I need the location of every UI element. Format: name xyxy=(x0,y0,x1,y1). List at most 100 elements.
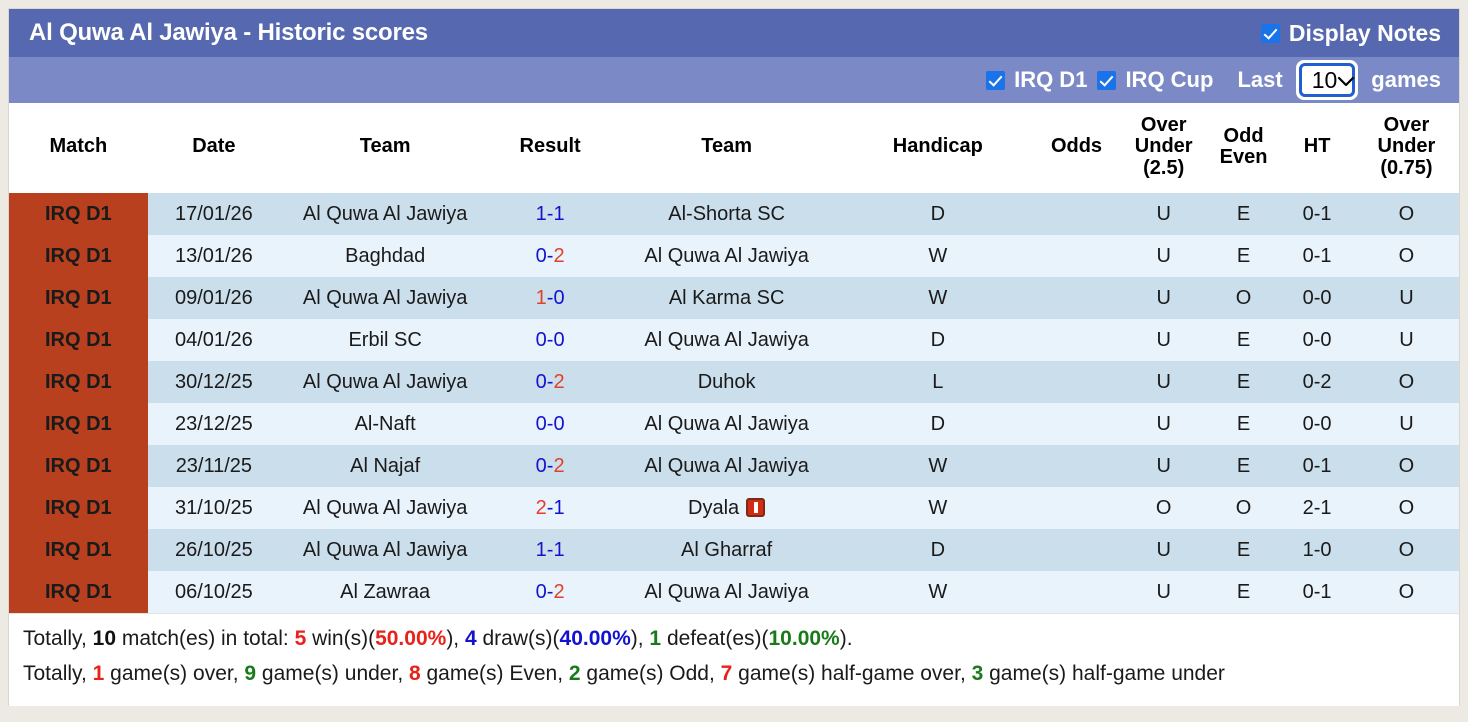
cell-away-team: Al Gharraf xyxy=(610,529,844,572)
cell-over-under-075: O xyxy=(1353,235,1459,278)
irq-d1-checkbox[interactable] xyxy=(986,70,1006,90)
cell-odd-even: O xyxy=(1206,277,1281,320)
cell-league-badge: IRQ D1 xyxy=(9,235,148,278)
display-notes-toggle[interactable]: Display Notes xyxy=(1260,19,1441,47)
cell-over-under-25: U xyxy=(1120,445,1207,488)
cell-handicap-result: D xyxy=(843,319,1033,362)
cell-away-team: Al Quwa Al Jawiya xyxy=(610,445,844,488)
summary-line-goals: Totally, 1 game(s) over, 9 game(s) under… xyxy=(23,662,1225,686)
cell-date: 06/10/25 xyxy=(147,571,281,614)
filter-irq-cup[interactable]: IRQ Cup xyxy=(1097,67,1213,93)
cell-over-under-075: O xyxy=(1353,487,1459,530)
cell-home-team: Al-Naft xyxy=(280,403,491,446)
cell-over-under-25: U xyxy=(1120,319,1207,362)
cell-ht-score: 2-1 xyxy=(1280,487,1354,530)
cell-away-team: Al Quwa Al Jawiya xyxy=(610,571,844,614)
cell-away-team: Al Quwa Al Jawiya xyxy=(610,235,844,278)
ou25-line3: (2.5) xyxy=(1143,156,1185,179)
cell-home-team: Al Zawraa xyxy=(280,571,491,614)
ou075-line1: Over xyxy=(1383,114,1430,136)
cell-league-badge: IRQ D1 xyxy=(9,571,148,614)
cell-over-under-25: U xyxy=(1120,235,1207,278)
cell-result: 1-1 xyxy=(490,193,610,236)
cell-date: 23/12/25 xyxy=(147,403,281,446)
historic-scores-table: Match Date Team Result Team Handicap Odd… xyxy=(9,103,1459,614)
cell-odds xyxy=(1032,571,1121,614)
cell-result: 0-2 xyxy=(490,361,610,404)
cell-home-team: Al Quwa Al Jawiya xyxy=(280,529,491,572)
cell-odd-even: E xyxy=(1206,235,1281,278)
table-row[interactable]: IRQ D1 13/01/26 Baghdad 0-2 Al Quwa Al Jawiy… xyxy=(9,235,1459,278)
oddeven-line2: Even xyxy=(1219,146,1268,169)
summary-footer: Totally, 10 match(es) in total: 5 win(s)… xyxy=(9,613,1459,707)
col-date: Date xyxy=(147,103,281,194)
cell-result: 0-0 xyxy=(490,403,610,446)
oddeven-line1: Odd xyxy=(1223,124,1264,147)
display-notes-label: Display Notes xyxy=(1288,19,1441,46)
historic-scores-card: Al Quwa Al Jawiya - Historic scores Disp… xyxy=(8,8,1460,707)
cell-ht-score: 0-0 xyxy=(1280,277,1354,320)
cell-odd-even: E xyxy=(1206,403,1281,446)
cell-handicap-result: D xyxy=(843,193,1033,236)
table-row[interactable]: IRQ D1 17/01/26 Al Quwa Al Jawiya 1-1 Al-Sho… xyxy=(9,193,1459,236)
cell-ht-score: 0-0 xyxy=(1280,403,1354,446)
display-notes-checkbox[interactable] xyxy=(1260,23,1280,43)
cell-date: 26/10/25 xyxy=(147,529,281,572)
irq-d1-label: IRQ D1 xyxy=(1014,67,1088,92)
cell-odds xyxy=(1032,445,1121,488)
cell-away-team: Dyala xyxy=(610,487,844,530)
cell-result: 1-0 xyxy=(490,277,610,320)
cell-result: 0-2 xyxy=(490,571,610,614)
filter-irq-d1[interactable]: IRQ D1 xyxy=(986,67,1087,93)
cell-ht-score: 0-0 xyxy=(1280,319,1354,362)
table-header-row: Match Date Team Result Team Handicap Odd… xyxy=(9,103,1459,194)
ou25-line2: Under xyxy=(1134,135,1193,158)
cell-league-badge: IRQ D1 xyxy=(9,277,148,320)
cell-home-team: Al Quwa Al Jawiya xyxy=(280,277,491,320)
table-row[interactable]: IRQ D1 23/12/25 Al-Naft 0-0 Al Quwa Al Jawiy… xyxy=(9,403,1459,446)
cell-handicap-result: W xyxy=(843,445,1033,488)
table-row[interactable]: IRQ D1 31/10/25 Al Quwa Al Jawiya 2-1 Dyala W… xyxy=(9,487,1459,530)
cell-date: 30/12/25 xyxy=(147,361,281,404)
table-row[interactable]: IRQ D1 23/11/25 Al Najaf 0-2 Al Quwa Al Jawi… xyxy=(9,445,1459,488)
cell-result: 0-0 xyxy=(490,319,610,362)
col-away-team: Team xyxy=(610,103,844,194)
cell-date: 23/11/25 xyxy=(147,445,281,488)
cell-odd-even: E xyxy=(1206,319,1281,362)
cell-over-under-075: U xyxy=(1353,403,1459,446)
table-row[interactable]: IRQ D1 09/01/26 Al Quwa Al Jawiya 1-0 Al Kar… xyxy=(9,277,1459,320)
cell-home-team: Al Quwa Al Jawiya xyxy=(280,361,491,404)
red-card-icon xyxy=(746,497,766,517)
table-row[interactable]: IRQ D1 30/12/25 Al Quwa Al Jawiya 0-2 Duhok L… xyxy=(9,361,1459,404)
cell-date: 04/01/26 xyxy=(147,319,281,362)
cell-league-badge: IRQ D1 xyxy=(9,445,148,488)
table-body: IRQ D1 17/01/26 Al Quwa Al Jawiya 1-1 Al-Sho… xyxy=(9,193,1459,614)
cell-odds xyxy=(1032,277,1121,320)
cell-odd-even: E xyxy=(1206,445,1281,488)
games-count-select-wrap[interactable]: 10 xyxy=(1295,60,1359,100)
col-over-under-25: Over Under (2.5) xyxy=(1120,103,1207,194)
cell-date: 31/10/25 xyxy=(147,487,281,530)
cell-over-under-25: U xyxy=(1120,571,1207,614)
cell-over-under-075: U xyxy=(1353,277,1459,320)
cell-handicap-result: W xyxy=(843,235,1033,278)
cell-over-under-075: O xyxy=(1353,193,1459,236)
cell-handicap-result: D xyxy=(843,529,1033,572)
table-row[interactable]: IRQ D1 04/01/26 Erbil SC 0-0 Al Quwa Al Jawi… xyxy=(9,319,1459,362)
cell-home-team: Al Najaf xyxy=(280,445,491,488)
table-row[interactable]: IRQ D1 26/10/25 Al Quwa Al Jawiya 1-1 Al Gha… xyxy=(9,529,1459,572)
cell-result: 1-1 xyxy=(490,529,610,572)
cell-over-under-075: O xyxy=(1353,445,1459,488)
table-head: Match Date Team Result Team Handicap Odd… xyxy=(9,103,1459,194)
irq-cup-checkbox[interactable] xyxy=(1097,70,1117,90)
games-count-select[interactable]: 10 xyxy=(1298,63,1356,97)
cell-ht-score: 0-2 xyxy=(1280,361,1354,404)
cell-odds xyxy=(1032,319,1121,362)
cell-date: 17/01/26 xyxy=(147,193,281,236)
table-row[interactable]: IRQ D1 06/10/25 Al Zawraa 0-2 Al Quwa Al Jaw… xyxy=(9,571,1459,614)
filter-bar: IRQ D1 IRQ Cup Last 10 games xyxy=(9,57,1459,103)
cell-away-team: Al Quwa Al Jawiya xyxy=(610,319,844,362)
ou25-line1: Over xyxy=(1140,114,1187,136)
cell-result: 0-2 xyxy=(490,235,610,278)
